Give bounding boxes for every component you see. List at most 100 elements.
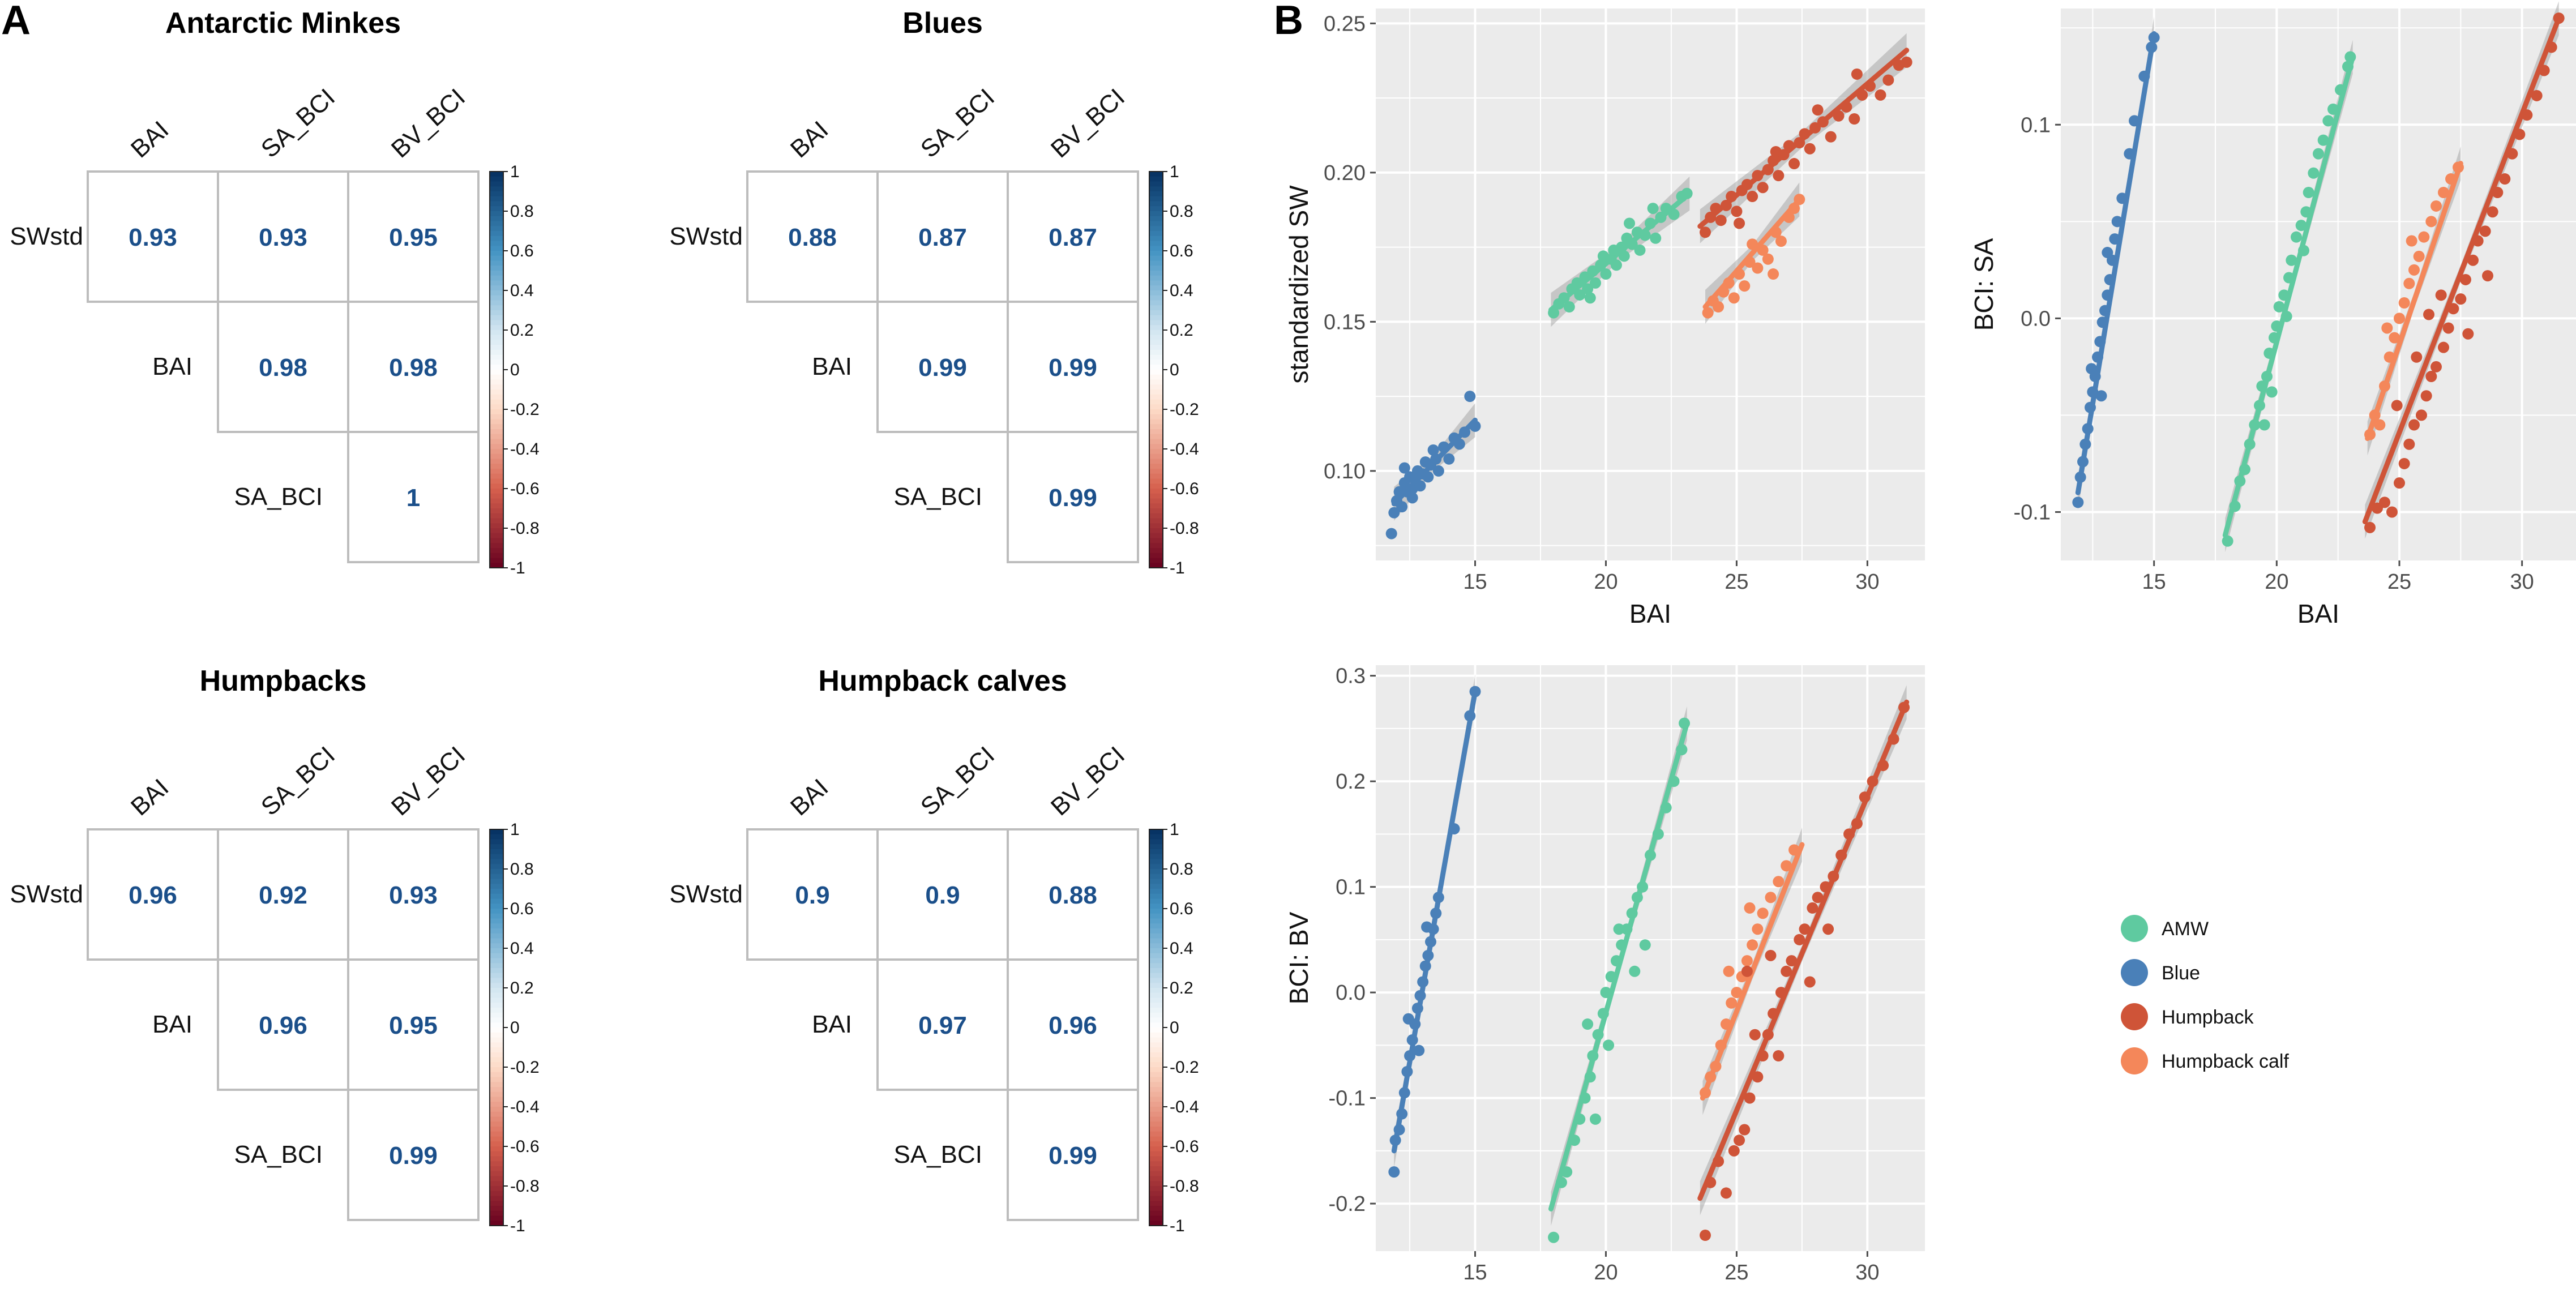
colorbar-tick-label: -0.2	[1170, 400, 1199, 419]
colorbar-segment	[490, 1047, 503, 1053]
y-axis-title: BCI: SA	[1969, 238, 1999, 331]
data-point	[1705, 211, 1717, 223]
colorbar-segment	[1149, 394, 1163, 400]
colorbar-segment	[1149, 211, 1163, 217]
colorbar-segment	[1149, 1027, 1163, 1033]
data-point	[1728, 292, 1740, 304]
data-point	[1788, 844, 1800, 856]
corr-cell	[347, 828, 480, 961]
colorbar-segment	[490, 983, 503, 988]
data-point	[2435, 289, 2447, 301]
data-point	[2487, 206, 2498, 218]
colorbar-segment	[1149, 196, 1163, 202]
corr-row-label: BAI	[152, 353, 192, 380]
data-point	[1794, 934, 1805, 945]
data-point	[1629, 965, 1641, 977]
data-point	[2099, 305, 2111, 316]
colorbar-segment	[490, 354, 503, 361]
corr-matrix-1: Blues BAI SA_BCI BV_BCI 0.88 0.87 0.87 SWstd 0.9…	[669, 7, 1199, 577]
colorbar-segment	[1149, 172, 1163, 177]
corr-cell	[347, 1089, 480, 1221]
colorbar-segment	[1149, 1047, 1163, 1053]
corr-col-label: BV_BCI	[386, 741, 470, 821]
data-point	[1579, 271, 1591, 283]
x-tick-label: 25	[1725, 1261, 1748, 1285]
corr-col-label: BAI	[126, 774, 174, 821]
colorbar-segment	[1149, 933, 1163, 939]
colorbar-segment	[1149, 1067, 1163, 1073]
colorbar-segment	[490, 1111, 503, 1118]
colorbar-segment	[1149, 518, 1163, 524]
colorbar-tick-label: -0.6	[1170, 479, 1199, 498]
colorbar-segment	[1149, 464, 1163, 469]
colorbar-tick-label: -0.2	[510, 400, 540, 419]
data-point	[1616, 939, 1628, 951]
colorbar-segment	[1149, 453, 1163, 460]
colorbar-segment	[490, 310, 503, 316]
corr-row-label: SA_BCI	[893, 1141, 982, 1168]
colorbar-segment	[1149, 310, 1163, 316]
colorbar-segment	[490, 528, 503, 534]
data-point	[1762, 1029, 1774, 1041]
colorbar-segment	[1149, 350, 1163, 356]
y-tick-label: -0.2	[1329, 1192, 1366, 1216]
colorbar-segment	[1149, 1091, 1163, 1098]
colorbar-segment	[1149, 829, 1163, 835]
data-point	[1603, 1039, 1615, 1051]
y-axis-title: standardized SW	[1284, 185, 1313, 384]
data-point	[1388, 507, 1400, 519]
colorbar-tick-label: -0.2	[1170, 1058, 1199, 1077]
colorbar-segment	[490, 489, 503, 494]
colorbar-segment	[490, 389, 503, 395]
data-point	[1700, 1230, 1711, 1241]
colorbar-segment	[490, 1151, 503, 1157]
data-point	[1459, 426, 1471, 438]
data-point	[1548, 307, 1560, 319]
data-point	[2423, 309, 2434, 320]
data-point	[1799, 128, 1811, 140]
corr-value: 0.99	[918, 354, 967, 382]
data-point	[1804, 976, 1816, 988]
corr-col-label: SA_BCI	[256, 83, 340, 163]
corr-row-label: SA_BCI	[234, 483, 323, 511]
colorbar-segment	[1149, 548, 1163, 554]
data-point	[2479, 225, 2491, 237]
colorbar-segment	[1149, 295, 1163, 301]
data-point	[1851, 68, 1863, 80]
data-point	[1469, 420, 1481, 432]
corr-row-label: SWstd	[10, 222, 83, 250]
colorbar-segment	[1149, 498, 1163, 504]
data-point	[1637, 881, 1649, 893]
y-tick-label: 0.1	[2021, 113, 2051, 137]
data-point	[2420, 390, 2432, 402]
colorbar-segment	[490, 449, 503, 455]
data-point	[1668, 776, 1680, 787]
colorbar-segment	[490, 1042, 503, 1048]
data-point	[1833, 110, 1845, 122]
colorbar-segment	[490, 563, 503, 568]
data-point	[1820, 881, 1832, 893]
colorbar-segment	[1149, 503, 1163, 509]
colorbar-segment	[1149, 201, 1163, 207]
y-tick-label: -0.1	[1329, 1087, 1366, 1111]
colorbar-segment	[1149, 1102, 1163, 1107]
colorbar-segment	[490, 1127, 503, 1132]
corr-cell	[347, 958, 480, 1091]
colorbar-segment	[490, 1181, 503, 1187]
data-point	[2256, 380, 2268, 392]
data-point	[2344, 51, 2356, 63]
colorbar-tick-label: -0.4	[510, 440, 540, 459]
colorbar-segment	[1149, 384, 1163, 390]
data-point	[2317, 134, 2329, 146]
data-point	[1888, 733, 1899, 745]
colorbar-segment	[1149, 997, 1163, 1004]
data-point	[1668, 208, 1680, 220]
colorbar-segment	[1149, 271, 1163, 276]
colorbar-segment	[1149, 275, 1163, 281]
colorbar-segment	[1149, 1107, 1163, 1112]
data-point	[1781, 860, 1792, 872]
fit-line	[2362, 15, 2562, 525]
corr-cell	[876, 301, 1009, 433]
colorbar-segment	[490, 1062, 503, 1068]
